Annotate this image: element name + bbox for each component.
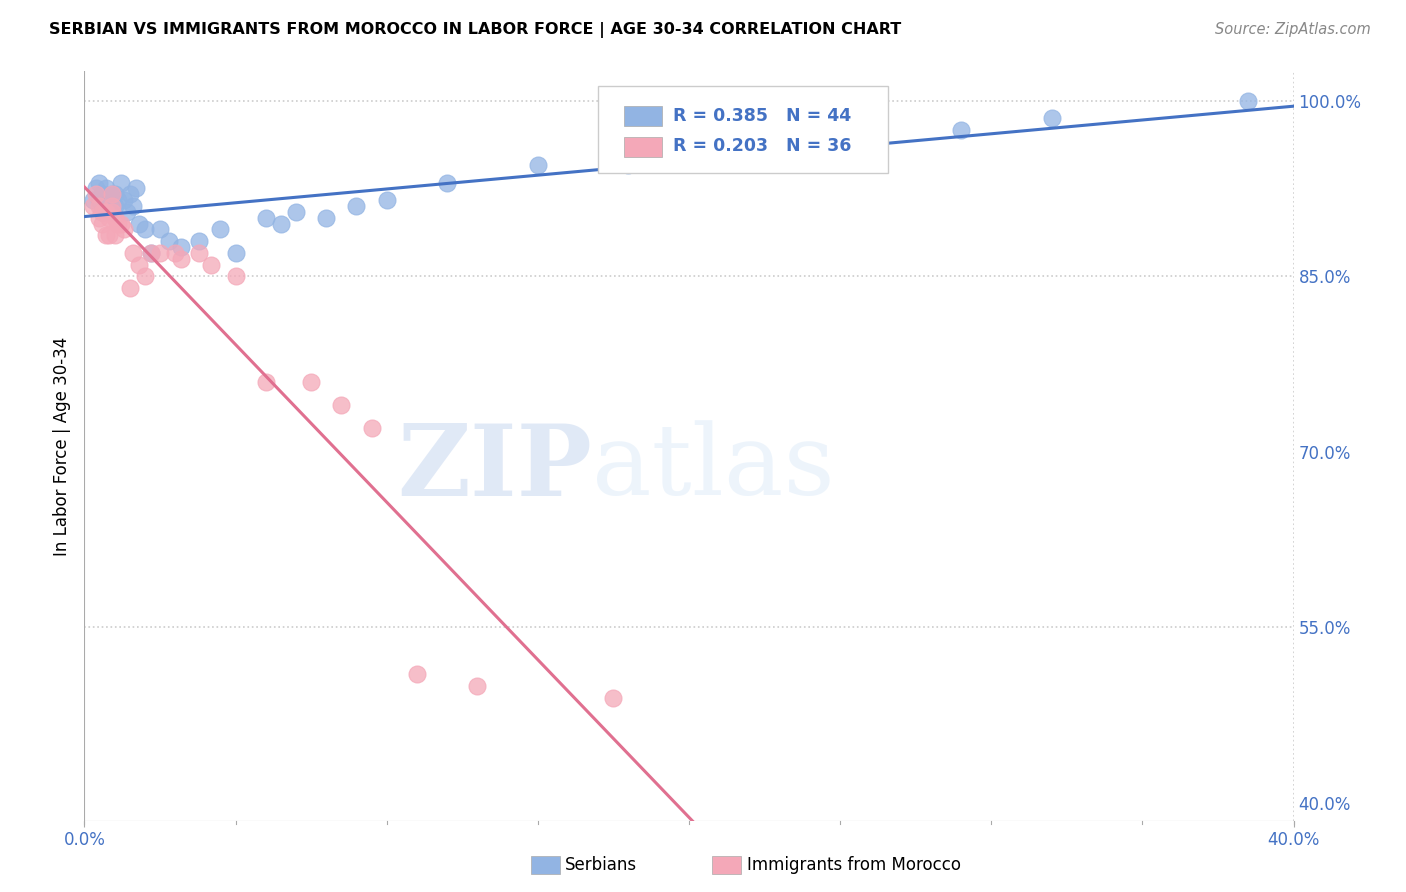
Point bbox=[299, 375, 322, 389]
Point bbox=[100, 187, 122, 202]
Point bbox=[121, 199, 143, 213]
Point bbox=[738, 140, 761, 154]
FancyBboxPatch shape bbox=[711, 855, 741, 874]
Point bbox=[97, 199, 120, 213]
Point bbox=[149, 245, 172, 260]
Point bbox=[134, 269, 156, 284]
FancyBboxPatch shape bbox=[624, 136, 662, 157]
Point bbox=[104, 199, 127, 213]
Point bbox=[225, 245, 247, 260]
Point bbox=[436, 176, 458, 190]
Point bbox=[360, 421, 382, 435]
Point bbox=[118, 281, 141, 295]
Point bbox=[104, 211, 127, 225]
Text: Serbians: Serbians bbox=[564, 855, 637, 874]
Point bbox=[112, 193, 135, 207]
Point bbox=[188, 245, 211, 260]
Point bbox=[94, 228, 117, 243]
Text: Source: ZipAtlas.com: Source: ZipAtlas.com bbox=[1215, 22, 1371, 37]
Point bbox=[94, 199, 117, 213]
Point bbox=[527, 158, 550, 172]
Point bbox=[830, 135, 852, 149]
Point bbox=[134, 222, 156, 236]
Point bbox=[375, 193, 398, 207]
FancyBboxPatch shape bbox=[624, 106, 662, 127]
Point bbox=[115, 204, 138, 219]
Point bbox=[128, 258, 150, 272]
Point bbox=[104, 187, 127, 202]
Point bbox=[91, 204, 114, 219]
Point bbox=[107, 217, 129, 231]
Point bbox=[118, 187, 141, 202]
Point bbox=[225, 269, 247, 284]
Point bbox=[1237, 94, 1260, 108]
Point bbox=[157, 234, 180, 248]
Point bbox=[100, 187, 122, 202]
Point bbox=[165, 245, 187, 260]
Point bbox=[97, 193, 120, 207]
Point bbox=[110, 176, 132, 190]
Point bbox=[170, 252, 193, 266]
Point bbox=[107, 193, 129, 207]
Point bbox=[315, 211, 337, 225]
Point bbox=[285, 204, 308, 219]
Point bbox=[91, 187, 114, 202]
Point bbox=[112, 222, 135, 236]
Point bbox=[170, 240, 193, 254]
Point bbox=[104, 228, 127, 243]
Y-axis label: In Labor Force | Age 30-34: In Labor Force | Age 30-34 bbox=[53, 336, 72, 556]
Point bbox=[94, 204, 117, 219]
Point bbox=[950, 123, 973, 137]
Point bbox=[100, 204, 122, 219]
Point bbox=[82, 193, 104, 207]
Point bbox=[346, 199, 368, 213]
Point bbox=[188, 234, 211, 248]
Point bbox=[94, 181, 117, 195]
Point bbox=[125, 181, 148, 195]
Point bbox=[82, 199, 104, 213]
Point bbox=[617, 158, 640, 172]
Point bbox=[110, 217, 132, 231]
Point bbox=[89, 176, 111, 190]
Point bbox=[86, 181, 108, 195]
FancyBboxPatch shape bbox=[530, 855, 560, 874]
Text: SERBIAN VS IMMIGRANTS FROM MOROCCO IN LABOR FORCE | AGE 30-34 CORRELATION CHART: SERBIAN VS IMMIGRANTS FROM MOROCCO IN LA… bbox=[49, 22, 901, 38]
Point bbox=[91, 204, 114, 219]
Point bbox=[100, 199, 122, 213]
Point bbox=[86, 187, 108, 202]
Text: Immigrants from Morocco: Immigrants from Morocco bbox=[747, 855, 960, 874]
Point bbox=[254, 211, 277, 225]
Text: R = 0.385   N = 44: R = 0.385 N = 44 bbox=[673, 107, 852, 125]
Point bbox=[1040, 111, 1063, 125]
FancyBboxPatch shape bbox=[599, 87, 889, 172]
Text: ZIP: ZIP bbox=[398, 420, 592, 517]
Point bbox=[89, 211, 111, 225]
Point bbox=[602, 690, 624, 705]
Point bbox=[270, 217, 292, 231]
Point bbox=[200, 258, 222, 272]
Point bbox=[467, 679, 489, 693]
Point bbox=[91, 217, 114, 231]
Point bbox=[100, 204, 122, 219]
Point bbox=[406, 667, 429, 681]
Point bbox=[128, 217, 150, 231]
Point bbox=[139, 245, 162, 260]
Text: R = 0.203   N = 36: R = 0.203 N = 36 bbox=[673, 137, 852, 155]
Text: atlas: atlas bbox=[592, 421, 835, 516]
Point bbox=[139, 245, 162, 260]
Point bbox=[254, 375, 277, 389]
Point bbox=[97, 228, 120, 243]
Point bbox=[149, 222, 172, 236]
Point bbox=[97, 211, 120, 225]
Point bbox=[121, 245, 143, 260]
Point bbox=[209, 222, 232, 236]
Point bbox=[89, 193, 111, 207]
Point bbox=[330, 398, 353, 412]
Point bbox=[89, 199, 111, 213]
